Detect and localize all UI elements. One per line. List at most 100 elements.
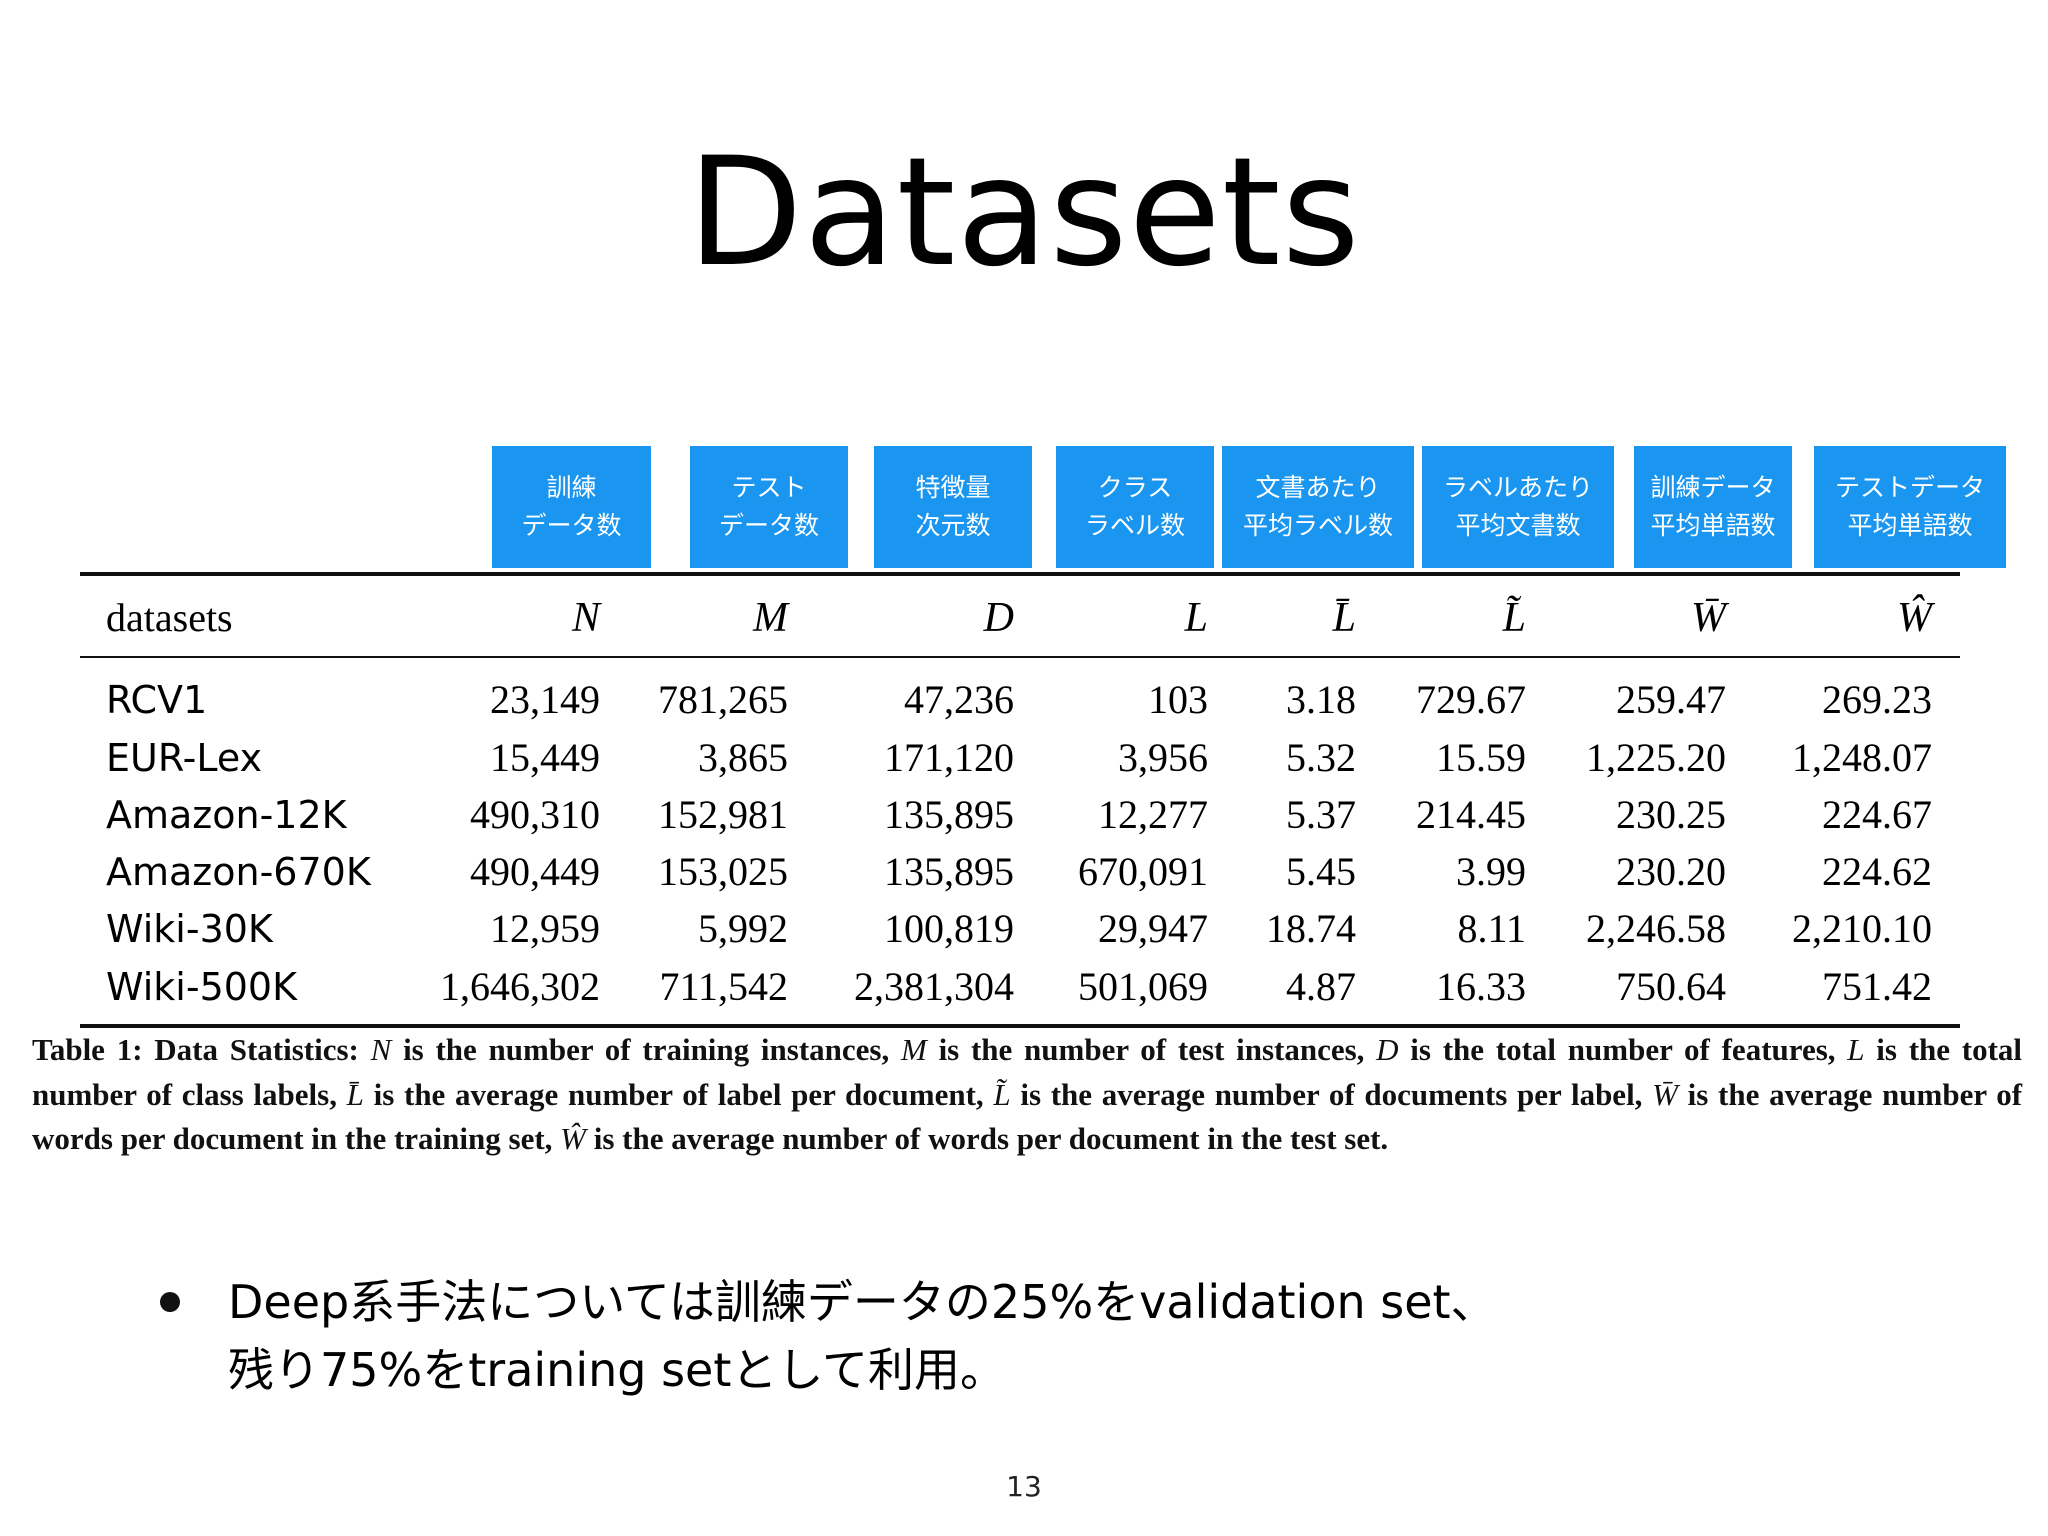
dataset-name-cell: RCV1 (106, 678, 208, 722)
table-cell: 729.67 (1416, 677, 1526, 722)
caption-text: is the average number of label per docum… (373, 1076, 984, 1112)
caption-symbol: L̃ (993, 1076, 1011, 1112)
table-cell: 781,265 (658, 677, 788, 722)
annotation-box-m: テスト データ数 (690, 446, 848, 568)
caption-symbol: D (1376, 1032, 1399, 1067)
table-cell: 3,956 (1118, 735, 1208, 780)
table-cell: 224.67 (1822, 792, 1932, 837)
table-cell: 29,947 (1098, 906, 1208, 951)
bullet-line: 残り75%をtraining setとして利用。 (228, 1343, 1006, 1397)
table-cell: 23,149 (490, 677, 600, 722)
annotation-line: 平均単語数 (1650, 511, 1776, 540)
table-cell: 751.42 (1822, 964, 1932, 1009)
annotation-line: 訓練データ (1650, 473, 1776, 502)
bullet-text: Deep系手法については訓練データの25%をvalidation set、 残り… (228, 1268, 1928, 1404)
annotation-box-wbar: 訓練データ平均単語数 (1634, 446, 1792, 568)
table-cell: 153,025 (658, 849, 788, 894)
table-cell: 16.33 (1436, 964, 1526, 1009)
table-cell: 3.99 (1456, 849, 1526, 894)
table-cell: 750.64 (1616, 964, 1726, 1009)
bullet-icon (160, 1292, 180, 1312)
caption-symbol: W̄ (1652, 1076, 1678, 1112)
table-cell: 5.32 (1286, 735, 1356, 780)
table-cell: 171,120 (884, 735, 1014, 780)
table-cell: 269.23 (1822, 677, 1932, 722)
caption-symbol: L̄ (346, 1076, 364, 1112)
annotation-line: 次元数 (915, 511, 991, 540)
annotation-line: データ数 (521, 511, 622, 540)
caption-text: is the number of training instances, (403, 1032, 890, 1067)
caption-symbol: L (1847, 1032, 1865, 1067)
table-cell: 230.20 (1616, 849, 1726, 894)
table-cell: 214.45 (1416, 792, 1526, 837)
annotation-box-l: クラス ラベル数 (1056, 446, 1214, 568)
table-cell: 103 (1148, 677, 1208, 722)
table-cell: 1,248.07 (1792, 735, 1932, 780)
annotation-line: ラベル数 (1084, 511, 1185, 540)
table-cell: 135,895 (884, 792, 1014, 837)
dataset-name-cell: Wiki-500K (106, 965, 298, 1009)
caption-symbol: Ŵ (560, 1121, 586, 1156)
header-m: M (753, 595, 788, 641)
annotation-box-lbar: 文書あたり平均ラベル数 (1222, 446, 1414, 568)
table-caption: Table 1: Data Statistics: N is the numbe… (32, 1028, 2022, 1162)
table-cell: 5.45 (1286, 849, 1356, 894)
table-cell: 5,992 (698, 906, 788, 951)
table-cell: 15.59 (1436, 735, 1526, 780)
table-cell: 1,225.20 (1586, 735, 1726, 780)
caption-text: is the average number of words per docum… (32, 1076, 2023, 1157)
header-d: D (983, 595, 1014, 641)
table-cell: 47,236 (904, 677, 1014, 722)
table-bottom-rule (80, 1024, 1960, 1028)
caption-label: Table 1: Data Statistics: (32, 1032, 359, 1067)
table-cell: 670,091 (1078, 849, 1208, 894)
annotation-line: 平均文書数 (1455, 511, 1581, 540)
caption-symbol: N (370, 1032, 392, 1067)
header-wbar: W̄ (1691, 595, 1726, 641)
annotation-box-n: 訓練 データ数 (492, 446, 651, 568)
table-cell: 230.25 (1616, 792, 1726, 837)
caption-text: is the average number of words per docum… (593, 1121, 1389, 1156)
table-cell: 2,210.10 (1792, 906, 1932, 951)
caption-text: is the total number of features, (1410, 1032, 1836, 1067)
annotation-line: 特徴量 (915, 473, 991, 502)
table-cell: 100,819 (884, 906, 1014, 951)
bullet-line: Deep系手法については訓練データの25%をvalidation set、 (228, 1275, 1497, 1329)
annotation-line: テスト (731, 473, 807, 502)
page-number: 13 (1006, 1470, 1042, 1503)
dataset-name-cell: Wiki-30K (106, 907, 273, 951)
table-cell: 711,542 (659, 964, 788, 1009)
table-cell: 501,069 (1078, 964, 1208, 1009)
table-cell: 224.62 (1822, 849, 1932, 894)
caption-text: is the total number of class labels, (32, 1032, 2023, 1112)
table-cell: 8.11 (1457, 906, 1526, 951)
dataset-name-cell: Amazon-12K (106, 793, 347, 837)
table-cell: 4.87 (1286, 964, 1356, 1009)
header-ltilde: L̃ (1502, 595, 1526, 641)
table-top-rule (80, 572, 1960, 576)
annotation-line: 平均ラベル数 (1242, 511, 1393, 540)
annotation-box-ltilde: ラベルあたり 平均文書数 (1422, 446, 1614, 568)
annotation-line: クラス (1097, 473, 1173, 502)
annotation-line: 平均単語数 (1847, 511, 1973, 540)
table-cell: 135,895 (884, 849, 1014, 894)
header-n: N (571, 595, 600, 641)
table-cell: 259.47 (1616, 677, 1726, 722)
table-cell: 152,981 (658, 792, 788, 837)
annotation-line: 文書あたり (1255, 473, 1381, 502)
annotation-line: 訓練 (546, 473, 597, 502)
slide-title: Datasets (687, 126, 1361, 300)
caption-symbol: M (900, 1032, 927, 1067)
table-cell: 12,959 (490, 906, 600, 951)
dataset-name-cell: Amazon-670K (106, 850, 371, 894)
header-l: L (1184, 595, 1208, 641)
caption-text: is the average number of documents per l… (1020, 1076, 1643, 1112)
table-cell: 3.18 (1286, 677, 1356, 722)
annotation-box-d: 特徴量 次元数 (874, 446, 1032, 568)
dataset-name-cell: EUR-Lex (106, 736, 263, 780)
table-cell: 3,865 (698, 735, 788, 780)
table-cell: 2,381,304 (854, 964, 1014, 1009)
table-cell: 15,449 (490, 735, 600, 780)
table-cell: 2,246.58 (1586, 906, 1726, 951)
header-datasets: datasets (106, 595, 233, 640)
